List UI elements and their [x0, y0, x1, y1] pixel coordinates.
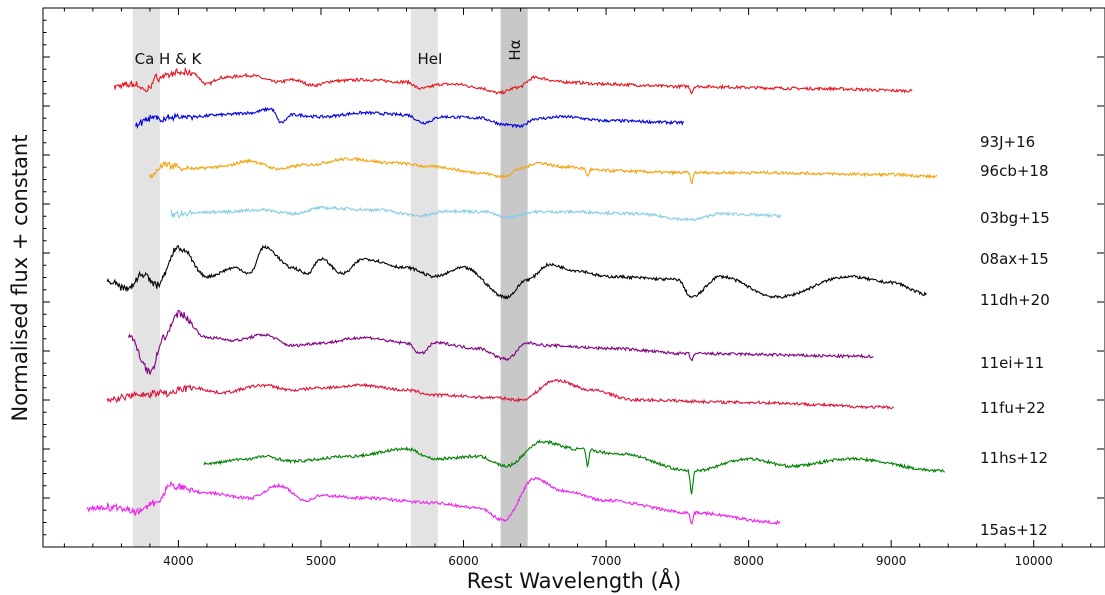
- series-line-2: [149, 156, 938, 185]
- series-label-03bg: 03bg+15: [980, 209, 1050, 227]
- band-labels: Ca H & K HeI Hα: [135, 39, 524, 68]
- x-tick-label: 5000: [306, 554, 337, 568]
- band-label-hei: HeI: [418, 50, 443, 68]
- series-line-3: [170, 205, 782, 222]
- y-axis-label: Normalised flux + constant: [8, 135, 32, 422]
- series-label-93j: 93J+16: [980, 133, 1035, 151]
- series-line-5: [127, 309, 874, 375]
- band-label-ca: Ca H & K: [135, 50, 203, 68]
- band-0: [132, 8, 160, 547]
- spectra-series: [86, 66, 946, 526]
- x-tick-label: 4000: [163, 554, 194, 568]
- series-label-11ei: 11ei+11: [980, 354, 1044, 372]
- series-line-1: [135, 106, 684, 130]
- x-tick-label: 9000: [876, 554, 907, 568]
- series-line-6: [106, 378, 895, 410]
- series-label-08ax: 08ax+15: [980, 250, 1049, 268]
- series-line-8: [86, 476, 781, 526]
- line-bands: [132, 8, 528, 547]
- x-tick-label: 6000: [448, 554, 479, 568]
- plot-frame: [42, 7, 1105, 548]
- series-label-11hs: 11hs+12: [980, 449, 1048, 467]
- x-tick-label: 8000: [733, 554, 764, 568]
- band-1: [410, 8, 438, 547]
- series-label-96cb: 96cb+18: [980, 162, 1049, 180]
- x-tick-labels: 4000 5000 6000 7000 8000 9000 10000: [163, 554, 1053, 568]
- x-tick-label: 10000: [1015, 554, 1053, 568]
- series-labels: 93J+16 96cb+18 03bg+15 08ax+15 11dh+20 1…: [980, 133, 1050, 539]
- series-line-4: [106, 244, 927, 300]
- x-tick-label: 7000: [591, 554, 622, 568]
- series-label-15as: 15as+12: [980, 521, 1048, 539]
- x-axis-label: Rest Wavelength (Å): [467, 567, 681, 593]
- band-label-halpha: Hα: [506, 39, 524, 60]
- series-line-0: [113, 66, 913, 95]
- series-label-11fu: 11fu+22: [980, 399, 1046, 417]
- series-label-11dh: 11dh+20: [980, 291, 1050, 309]
- band-2: [500, 8, 528, 547]
- axis-ticks: [43, 7, 1104, 548]
- series-line-7: [203, 439, 946, 495]
